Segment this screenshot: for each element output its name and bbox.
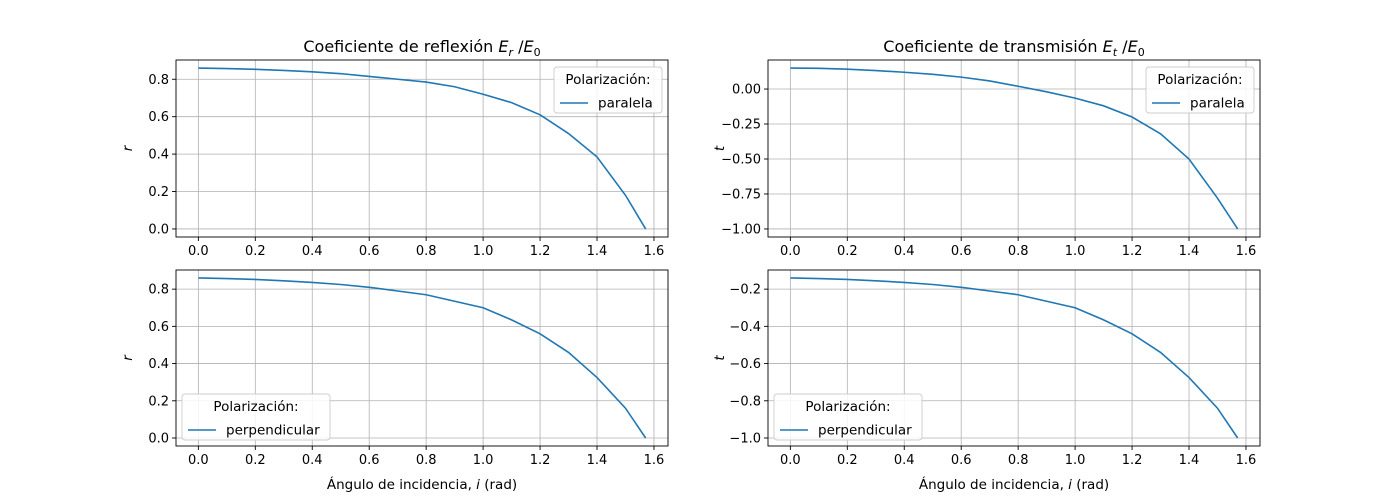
y-tick-label: 0.8 (148, 283, 169, 298)
x-tick-label: 0.4 (894, 244, 915, 259)
y-tick-label: −0.6 (729, 357, 761, 372)
x-tick-label: 0.0 (780, 244, 801, 259)
legend-box (553, 66, 663, 114)
x-tick-label: 0.8 (1008, 244, 1029, 259)
y-axis-label: r (120, 354, 136, 361)
legend: Polarización: perpendicular (773, 393, 923, 441)
legend-box (181, 393, 331, 441)
x-tick-label: 0.2 (245, 244, 266, 259)
legend: Polarización: perpendicular (181, 393, 331, 441)
y-tick-label: −0.50 (721, 152, 761, 167)
y-tick-label: 0.00 (732, 83, 761, 98)
x-tick-label: 0.2 (837, 244, 858, 259)
x-tick-label: 1.6 (1236, 244, 1257, 259)
x-tick-label: 1.2 (1122, 244, 1143, 259)
y-tick-label: −0.4 (729, 320, 761, 335)
y-tick-label: −0.2 (729, 283, 761, 298)
y-tick-label: 0.2 (148, 394, 169, 409)
subplot-3: 0.0 0.2 0.4 0.6 0.8 1.0 1.2 1.4 1.6 0.0 0.2 0.4 0.6 0… (120, 269, 669, 493)
x-tick-label: 1.4 (1179, 453, 1200, 468)
x-tick-label: 1.0 (1065, 453, 1086, 468)
subplot-2: 0.0 0.2 0.4 0.6 0.8 1.0 1.2 1.4 1.6 −1.00 −0.75 −0.… (712, 37, 1261, 259)
x-tick-label: 1.6 (644, 453, 665, 468)
x-tick-label: 0.6 (359, 244, 380, 259)
legend-title: Polarización: (565, 72, 650, 88)
x-tick-label: 1.0 (1065, 244, 1086, 259)
x-tick-label: 1.4 (587, 453, 608, 468)
chart-title: Coeficiente de transmisión Et /E0 (883, 37, 1144, 59)
y-tick-label: −1.00 (721, 222, 761, 237)
axes-frame (175, 59, 669, 238)
x-tick-label: 0.4 (894, 453, 915, 468)
y-tick-label: −0.8 (729, 394, 761, 409)
legend: Polarización: paralela (553, 66, 663, 114)
legend-entry: perpendicular (226, 423, 320, 439)
subplot-1: 0.0 0.2 0.4 0.6 0.8 1.0 1.2 1.4 1.6 0.0 0.2 0.4 0.6 0… (120, 37, 669, 259)
axes-frame (767, 269, 1261, 447)
y-tick-label: 0.0 (148, 431, 169, 446)
x-tick-label: 0.2 (245, 453, 266, 468)
x-tick-label: 1.2 (530, 244, 551, 259)
x-tick-label: 0.6 (951, 453, 972, 468)
x-tick-label: 0.8 (416, 453, 437, 468)
x-tick-label: 1.6 (644, 244, 665, 259)
series-line-perpendicular (790, 277, 1239, 439)
x-tick-label: 1.4 (1179, 244, 1200, 259)
x-tick-label: 0.8 (416, 244, 437, 259)
legend-entry: perpendicular (818, 423, 912, 439)
legend-entry: paralela (1190, 96, 1245, 112)
x-axis-label: Ángulo de incidencia, i (rad) (327, 476, 517, 493)
x-tick-label: 0.4 (302, 244, 323, 259)
x-tick-label: 0.6 (951, 244, 972, 259)
y-tick-label: 0.0 (148, 222, 169, 237)
y-tick-label: 0.2 (148, 185, 169, 200)
legend-box (1145, 66, 1255, 114)
legend-entry: paralela (598, 96, 653, 112)
y-tick-label: 0.4 (148, 148, 169, 163)
legend: Polarización: paralela (1145, 66, 1255, 114)
x-tick-label: 0.0 (188, 244, 209, 259)
x-axis-label: Ángulo de incidencia, i (rad) (919, 476, 1109, 493)
x-tick-label: 0.6 (359, 453, 380, 468)
y-axis-label: t (712, 355, 728, 361)
legend-box (773, 393, 923, 441)
series-line-paralela (790, 67, 1239, 230)
legend-title: Polarización: (213, 399, 298, 415)
x-tick-label: 1.0 (473, 453, 494, 468)
x-tick-label: 0.2 (837, 453, 858, 468)
x-tick-label: 0.8 (1008, 453, 1029, 468)
y-tick-label: −0.25 (721, 118, 761, 133)
x-tick-label: 0.0 (780, 453, 801, 468)
x-tick-label: 1.2 (1122, 453, 1143, 468)
x-tick-label: 1.4 (587, 244, 608, 259)
x-tick-label: 0.4 (302, 453, 323, 468)
y-tick-label: −1.0 (729, 431, 761, 446)
x-tick-label: 1.2 (530, 453, 551, 468)
axes-frame (175, 269, 669, 447)
y-axis-label: t (712, 145, 728, 151)
y-tick-label: 0.6 (148, 110, 169, 125)
y-tick-label: 0.6 (148, 320, 169, 335)
y-tick-label: 0.8 (148, 73, 169, 88)
y-tick-label: 0.4 (148, 357, 169, 372)
y-axis-label: r (120, 144, 136, 151)
chart-title: Coeficiente de reflexión Er /E0 (303, 37, 540, 59)
series-line-paralela (198, 67, 647, 230)
axes-frame (767, 59, 1261, 238)
x-tick-label: 0.0 (188, 453, 209, 468)
x-tick-label: 1.0 (473, 244, 494, 259)
subplot-4: 0.0 0.2 0.4 0.6 0.8 1.0 1.2 1.4 1.6 −1.0 −0.8 −0.6 −… (712, 269, 1261, 493)
legend-title: Polarización: (1157, 72, 1242, 88)
series-line-perpendicular (198, 277, 647, 439)
y-tick-label: −0.75 (721, 187, 761, 202)
legend-title: Polarización: (805, 399, 890, 415)
x-tick-label: 1.6 (1236, 453, 1257, 468)
